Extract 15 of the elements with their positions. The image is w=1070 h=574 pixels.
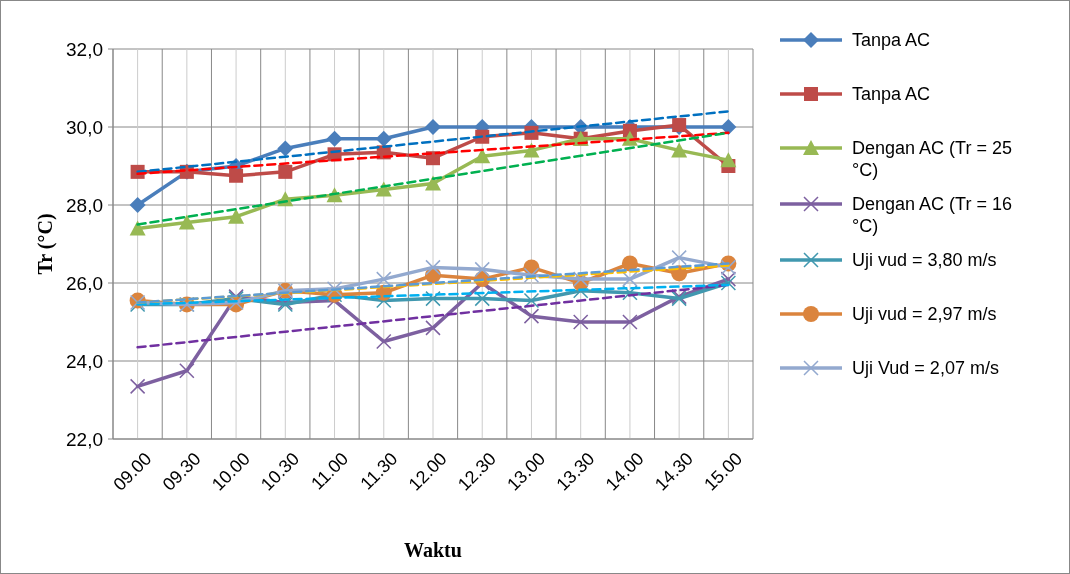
y-axis-title: Tr (°C) [34, 213, 57, 275]
y-tick-label: 28,0 [66, 194, 103, 216]
y-tick-label: 24,0 [66, 350, 103, 372]
legend-label: Uji vud = 2,97 m/s [852, 304, 997, 325]
y-tick-label: 30,0 [66, 116, 103, 138]
legend-label: Dengan AC (Tr = 16 °C) [852, 194, 1012, 236]
legend-label: Tanpa AC [852, 84, 931, 105]
legend-label: Uji Vud = 2,07 m/s [852, 358, 999, 379]
y-tick-label: 22,0 [66, 428, 103, 450]
y-tick-label: 32,0 [66, 38, 103, 60]
y-tick-label: 26,0 [66, 272, 103, 294]
legend-label: Dengan AC (Tr = 25 °C) [852, 138, 1012, 180]
legend-label: Uji vud = 3,80 m/s [852, 250, 997, 271]
legend-label: Tanpa AC [852, 30, 931, 51]
x-axis-title: Waktu [404, 539, 462, 561]
